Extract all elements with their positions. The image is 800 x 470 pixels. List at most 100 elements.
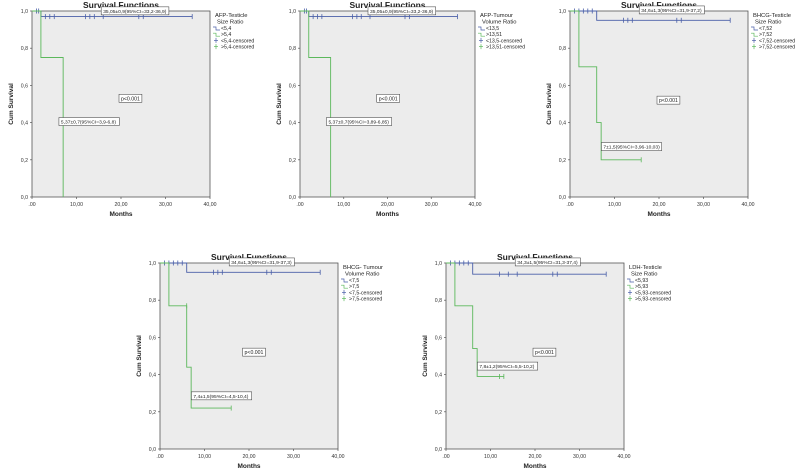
chart-3-annotation-box <box>601 142 662 151</box>
chart-1-legend-title: Size Ratio <box>217 20 243 26</box>
chart-1-legend-title: AFP-Testicle <box>215 13 248 19</box>
chart-1-y-tick-label: 0,4 <box>21 121 28 127</box>
chart-5-x-axis-label: Months <box>523 463 546 470</box>
chart-3-y-tick-label: 0,8 <box>559 46 566 52</box>
chart-4-x-tick-label: 10,00 <box>198 454 211 460</box>
chart-2-annotation: 5,37±0,7(95%CI=3,89-6,85) <box>328 120 389 126</box>
chart-4-y-axis-label: Cum Survival <box>136 335 143 377</box>
chart-2-y-tick-label: 0,2 <box>289 158 296 164</box>
chart-5-legend-title: Size Ratio <box>631 272 657 278</box>
chart-2-title: Survival Functions <box>349 0 425 10</box>
chart-1-title: Survival Functions <box>83 0 159 10</box>
chart-panel-1: Survival Functions 0,0 0,2 0,4 0,6 0,8 1,0 .00 1… <box>8 0 254 218</box>
chart-4-annotation-box <box>228 257 295 267</box>
chart-3-y-tick-label: 0,4 <box>559 121 566 127</box>
chart-5-annotation: 34,3±1,5(95%CI=31,3-37,4) <box>517 260 578 266</box>
chart-5-x-tick-label: 30,00 <box>573 454 586 460</box>
chart-1-y-tick-label: 0,0 <box>21 195 28 201</box>
chart-5-legend-title: LDH-Testicle <box>629 265 662 271</box>
chart-4-y-tick-label: 0,8 <box>149 298 156 304</box>
chart-3-legend-line-icon <box>751 32 758 37</box>
chart-4-y-tick-label: 0,0 <box>149 447 156 453</box>
chart-2-legend-item: <13,5-censored <box>486 38 522 44</box>
chart-1-y-axis-label: Cum Survival <box>8 83 15 125</box>
chart-3-legend-title: Size Ratio <box>755 20 781 26</box>
chart-1-legend-item: <5,4-censored <box>221 38 254 44</box>
chart-5-x-tick-label: .00 <box>442 454 449 460</box>
chart-1-plot-area <box>31 10 211 198</box>
chart-1-p-value: p<0.001 <box>121 96 140 102</box>
chart-3-annotation-box <box>638 5 705 15</box>
chart-1-y-tick-label: 1,0 <box>21 9 28 15</box>
chart-5-x-tick-label: 20,00 <box>529 454 542 460</box>
chart-4-y-tick-label: 0,2 <box>149 410 156 416</box>
chart-3-y-tick-label: 0,6 <box>559 83 566 89</box>
chart-2-x-tick-label: 40,00 <box>469 202 482 208</box>
chart-5-series-line-2 <box>446 262 504 377</box>
chart-2-y-tick-label: 1,0 <box>289 9 296 15</box>
chart-4-y-tick-label: 1,0 <box>149 261 156 267</box>
chart-5-y-tick-label: 0,8 <box>435 298 442 304</box>
chart-2-annotation-box <box>367 6 436 16</box>
chart-2-y-tick-label: 0,8 <box>289 46 296 52</box>
chart-2-legend-item: >13,51 <box>486 32 502 38</box>
chart-2-p-value-box <box>376 94 400 103</box>
chart-2-p-value: p<0.001 <box>379 96 398 102</box>
chart-2-series-line-2 <box>300 10 332 197</box>
chart-5-legend-item: >5,93 <box>635 284 648 290</box>
chart-2-annotation: 35,05±0,9(95%CI=33,2-36,9) <box>370 9 434 15</box>
chart-4-annotation-box <box>191 391 252 401</box>
chart-5-y-tick-label: 1,0 <box>435 261 442 267</box>
chart-1-x-tick-label: 20,00 <box>115 202 128 208</box>
chart-4-p-value: p<0.001 <box>245 350 264 356</box>
chart-4-y-tick-label: 0,6 <box>149 335 156 341</box>
chart-5-y-axis-label: Cum Survival <box>422 335 429 377</box>
chart-2-legend-title: Volume Ratio <box>482 20 516 26</box>
chart-5-annotation: 7,8±1,2(95%CI=5,5-10,2) <box>479 364 534 370</box>
chart-4-p-value-box <box>242 347 266 357</box>
chart-4-legend-item: >7,5-censored <box>349 297 382 303</box>
chart-3-x-tick-label: 20,00 <box>653 202 666 208</box>
chart-2-x-tick-label: 30,00 <box>425 202 438 208</box>
chart-5-p-value: p<0.001 <box>535 350 554 356</box>
chart-1-y-tick-label: 0,6 <box>21 83 28 89</box>
chart-3-legend-line-icon <box>751 26 758 31</box>
chart-2-y-tick-label: 0,6 <box>289 83 296 89</box>
chart-1-x-tick-label: .00 <box>28 202 35 208</box>
chart-5-title: Survival Functions <box>497 252 573 262</box>
chart-3-legend-item: >7,52 <box>759 32 772 38</box>
chart-3-p-value: p<0.001 <box>659 98 678 104</box>
chart-1-annotation: 35,05±0,9(95%CI=33,2-36,9) <box>103 9 167 15</box>
chart-5-legend-line-icon <box>627 284 634 289</box>
chart-panel-5: Survival Functions 0,0 0,2 0,4 0,6 0,8 1,0 .00 1… <box>422 252 671 470</box>
chart-4-legend-line-icon <box>341 284 348 289</box>
chart-2-legend-line-icon <box>478 26 485 31</box>
chart-3-x-tick-label: .00 <box>566 202 573 208</box>
chart-3-x-tick-label: 40,00 <box>742 202 755 208</box>
chart-2-y-tick-label: 0,0 <box>289 195 296 201</box>
chart-4-legend-item: <7,5 <box>349 278 359 284</box>
chart-3-annotation: 34,6±1,3(95%CI=31,9-37,2) <box>641 8 702 14</box>
chart-3-p-value-box <box>656 95 681 105</box>
chart-3-y-tick-label: 0,2 <box>559 158 566 164</box>
chart-4-legend-item: >7,5 <box>349 284 359 290</box>
chart-1-x-tick-label: 30,00 <box>159 202 172 208</box>
chart-2-annotation-box <box>326 117 392 126</box>
chart-panel-4: Survival Functions 0,0 0,2 0,4 0,6 0,8 1,0 .00 1… <box>136 252 383 470</box>
chart-1-x-tick-label: 40,00 <box>204 202 217 208</box>
chart-4-x-tick-label: 20,00 <box>243 454 256 460</box>
chart-1-legend-line-icon <box>213 32 220 37</box>
chart-2-x-tick-label: 10,00 <box>337 202 350 208</box>
chart-4-annotation: 7,4±1,5(95%CI=4,5-10,4) <box>193 394 248 400</box>
chart-2-legend-title: AFP-Tumour <box>480 13 513 19</box>
chart-panel-3: Survival Functions 0,0 0,2 0,4 0,6 0,8 1,0 .00 1… <box>546 0 795 218</box>
chart-3-y-tick-label: 0,0 <box>559 195 566 201</box>
chart-1-annotation-box <box>58 117 120 126</box>
chart-3-title: Survival Functions <box>621 0 697 10</box>
chart-1-annotation: 5,37±0,7(95%CI=3,9-6,8) <box>61 120 116 126</box>
chart-1-legend-item: >5,4 <box>221 32 231 38</box>
chart-5-annotation-box <box>477 361 538 371</box>
chart-3-legend-item: <7,52-censored <box>759 38 795 44</box>
chart-1-x-tick-label: 10,00 <box>70 202 83 208</box>
